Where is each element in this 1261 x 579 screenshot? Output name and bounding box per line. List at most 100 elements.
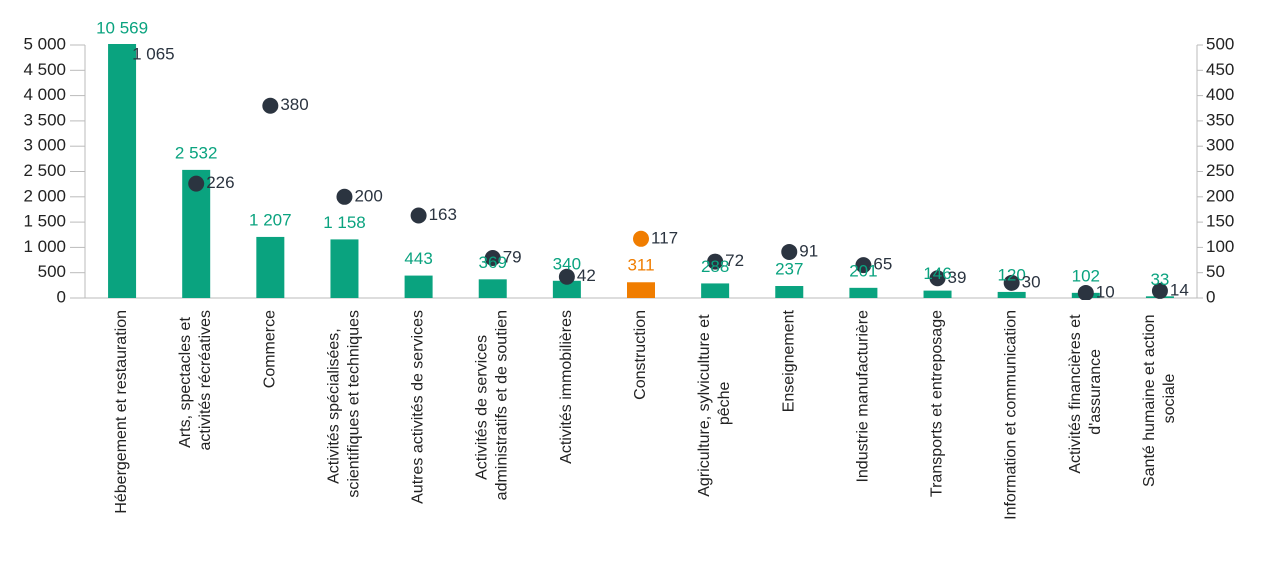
x-tick-line: Industrie manufacturière (855, 310, 872, 483)
dot (1003, 274, 1020, 291)
dot-label: 42 (577, 266, 596, 285)
dot (781, 243, 798, 260)
bar-label: 1 158 (323, 213, 366, 232)
x-tick-line: Transports et entreposage (929, 310, 946, 497)
bar (330, 239, 359, 298)
x-tick-label: Autres activités de services (410, 310, 427, 504)
y2-tick-label: 50 (1206, 262, 1225, 281)
bar-label: 10 569 (96, 18, 148, 37)
dot-label: 117 (651, 228, 678, 247)
x-tick-label: Santé humaine et action sociale (1141, 310, 1178, 487)
x-tick-line: Activités spécialisées, (326, 324, 343, 484)
x-tick-line: Autres activités de services (410, 310, 427, 504)
x-tick-label: Activités immobilières (558, 310, 575, 464)
dot (929, 270, 946, 287)
x-tick-label: Commerce (262, 310, 279, 388)
bar (256, 236, 285, 298)
bar-label: 120 (997, 265, 1025, 284)
x-tick-line: d'assurance (1087, 349, 1104, 435)
bar-label: 146 (923, 264, 951, 283)
y-tick-label: 500 (38, 262, 66, 281)
bar (997, 291, 1026, 298)
dot (633, 230, 649, 247)
y2-tick-label: 200 (1206, 186, 1234, 205)
x-tick-line: administratifs et de soutien (494, 310, 511, 500)
dot (855, 257, 872, 274)
dot-label: 39 (948, 268, 967, 287)
x-tick-line: Activités financières et (1067, 310, 1084, 474)
y-tick-label: 4 500 (23, 60, 66, 79)
y-tick-label: 2 500 (23, 161, 66, 180)
dot (410, 207, 427, 224)
y-tick-label: 4 000 (23, 85, 66, 104)
x-tick-line: Santé humaine et action (1141, 310, 1158, 487)
y2-tick-label: 450 (1206, 60, 1234, 79)
x-tick-line: Construction (632, 310, 649, 400)
bar-label: 369 (479, 253, 507, 272)
y-tick-label: 0 (57, 287, 66, 306)
y-tick-label: 1 500 (23, 212, 66, 231)
bar (849, 287, 878, 298)
x-tick-label: Activités de services administratifs et … (474, 310, 511, 500)
y2-tick-label: 350 (1206, 110, 1234, 129)
x-tick-line: Commerce (262, 310, 279, 388)
dot (707, 253, 724, 270)
bar-label: 340 (553, 254, 581, 273)
y2-tick-label: 150 (1206, 212, 1234, 231)
dot (336, 188, 353, 205)
bar-label: 311 (627, 256, 654, 275)
x-tick-label: Information et communication (1003, 310, 1020, 520)
x-tick-label: Arts, spectacles et activités récréative… (177, 310, 214, 451)
bar (923, 290, 952, 298)
dot-label: 226 (206, 173, 234, 192)
dot-label: 14 (1170, 280, 1189, 299)
dot (558, 268, 575, 285)
dot-label: 72 (725, 251, 744, 270)
dot-label: 380 (280, 95, 308, 114)
dot-label: 200 (354, 186, 382, 205)
dot-label: 65 (873, 255, 892, 274)
dot-label: 91 (799, 241, 818, 260)
bar (552, 280, 581, 298)
y-tick-label: 2 000 (23, 186, 66, 205)
x-tick-line: pêche (716, 381, 733, 425)
x-tick-label: Activités financières et d'assurance (1067, 310, 1104, 474)
bar (701, 283, 730, 298)
y-tick-label: 5 000 (23, 34, 66, 53)
x-tick-line: scientifiques et techniques (346, 310, 363, 498)
x-tick-label: Agriculture, sylviculture et pêche (696, 310, 733, 497)
dot-label: 163 (429, 205, 457, 224)
x-tick-line: Information et communication (1003, 310, 1020, 520)
dot (262, 97, 279, 114)
x-tick-label: Enseignement (780, 309, 797, 412)
bar-label: 2 532 (175, 143, 218, 162)
x-tick-label: Hébergement et restauration (113, 310, 130, 514)
y-tick-label: 3 000 (23, 136, 66, 155)
x-tick-line: Hébergement et restauration (113, 310, 130, 514)
bar (108, 44, 137, 298)
plot-area (108, 44, 1174, 300)
y-tick-label: 3 500 (23, 110, 66, 129)
dot-label: 1 065 (132, 44, 175, 63)
dot (1151, 282, 1168, 299)
dot (188, 175, 205, 192)
bar-label: 33 (1150, 270, 1169, 289)
x-tick-line: activités récréatives (197, 310, 214, 451)
x-tick-line: Agriculture, sylviculture et (696, 310, 713, 497)
bar (775, 286, 804, 298)
x-tick-label: Construction (632, 310, 649, 400)
dot (484, 250, 501, 267)
bar (478, 279, 507, 298)
dot-label: 10 (1096, 282, 1115, 301)
bar-label: 288 (701, 257, 729, 276)
bar (404, 275, 433, 298)
x-tick-line: sociale (1161, 374, 1178, 424)
y2-tick-label: 250 (1206, 161, 1234, 180)
x-tick-label: Industrie manufacturière (855, 310, 872, 483)
dot-label: 79 (503, 248, 522, 267)
y2-tick-label: 0 (1206, 287, 1215, 306)
x-tick-label: Activités spécialisées, scientifiques et… (326, 310, 363, 498)
x-tick-line: Activités immobilières (558, 310, 575, 464)
x-tick-line: Arts, spectacles et (177, 313, 194, 448)
